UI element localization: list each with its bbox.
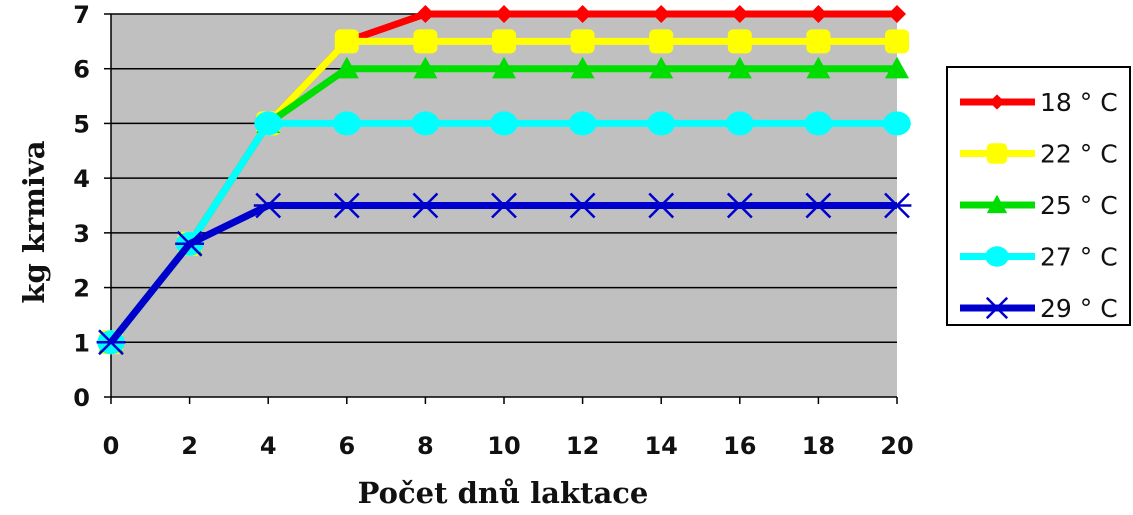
legend-marker xyxy=(986,143,1008,164)
y-tick-label: 4 xyxy=(73,165,90,193)
data-point xyxy=(334,29,359,54)
data-point xyxy=(806,56,831,79)
x-axis-title: Počet dnů laktace xyxy=(358,476,649,510)
data-point xyxy=(254,111,282,136)
data-point xyxy=(649,56,674,79)
data-point xyxy=(333,111,361,136)
x-tick-label: 14 xyxy=(644,432,677,460)
legend-box xyxy=(946,66,1131,326)
data-point xyxy=(175,230,204,257)
legend-marker xyxy=(984,296,1010,320)
x-tick-label: 16 xyxy=(723,432,756,460)
data-point xyxy=(885,56,909,79)
y-axis-title: kg krmiva xyxy=(17,140,51,303)
x-tick-label: 20 xyxy=(880,432,913,460)
data-point xyxy=(573,5,592,23)
data-point xyxy=(413,56,438,79)
x-tick-label: 8 xyxy=(417,432,434,460)
data-point xyxy=(883,111,911,136)
legend: 18 ° C 22 ° C 25 ° C 27 ° C 29 ° C xyxy=(946,66,1131,326)
data-point xyxy=(730,5,749,23)
x-tick-label: 10 xyxy=(487,432,520,460)
data-point xyxy=(727,56,752,79)
data-point xyxy=(332,192,362,219)
legend-marker xyxy=(986,194,1008,214)
data-point xyxy=(495,5,513,23)
y-tick-label: 5 xyxy=(73,110,90,138)
data-point xyxy=(649,29,674,54)
legend-marker xyxy=(985,246,1009,267)
data-point xyxy=(568,111,597,136)
series-5 xyxy=(96,192,912,356)
data-point xyxy=(652,5,671,23)
y-tick-label: 2 xyxy=(73,275,90,303)
data-point xyxy=(726,111,754,136)
data-point xyxy=(725,192,755,219)
data-point xyxy=(804,192,833,219)
data-point xyxy=(411,111,440,136)
data-point xyxy=(490,111,518,136)
data-point xyxy=(570,56,595,79)
data-point xyxy=(809,5,828,23)
x-tick-label: 6 xyxy=(338,432,355,460)
legend-label: 25 ° C xyxy=(1040,191,1118,220)
data-point xyxy=(888,5,906,23)
x-tick-label: 4 xyxy=(260,432,277,460)
data-point xyxy=(96,329,126,356)
data-point xyxy=(882,192,912,219)
data-point xyxy=(492,29,516,54)
legend-label: 27 ° C xyxy=(1040,243,1118,272)
data-point xyxy=(489,192,519,219)
data-point xyxy=(885,29,909,54)
data-point xyxy=(570,29,595,54)
y-tick-label: 0 xyxy=(73,384,90,412)
x-tick-label: 0 xyxy=(103,432,120,460)
data-point xyxy=(411,192,440,219)
y-tick-label: 6 xyxy=(73,56,90,84)
data-point xyxy=(806,29,831,54)
data-point xyxy=(492,56,516,79)
data-point xyxy=(334,56,359,79)
y-tick-label: 3 xyxy=(73,220,90,248)
legend-marker xyxy=(989,94,1005,110)
data-point xyxy=(647,111,675,136)
y-tick-label: 7 xyxy=(73,1,90,29)
data-point xyxy=(416,5,435,23)
data-point xyxy=(646,192,676,219)
legend-label: 18 ° C xyxy=(1040,88,1118,117)
data-point xyxy=(568,192,597,219)
x-tick-label: 18 xyxy=(802,432,835,460)
data-point xyxy=(727,29,752,54)
legend-label: 22 ° C xyxy=(1040,140,1118,169)
x-tick-label: 12 xyxy=(566,432,599,460)
data-point xyxy=(413,29,438,54)
x-tick-label: 2 xyxy=(181,432,198,460)
legend-label: 29 ° C xyxy=(1040,294,1118,323)
data-point xyxy=(804,111,833,136)
series-layer xyxy=(96,5,912,356)
data-point xyxy=(253,192,283,219)
y-tick-label: 1 xyxy=(73,329,90,357)
